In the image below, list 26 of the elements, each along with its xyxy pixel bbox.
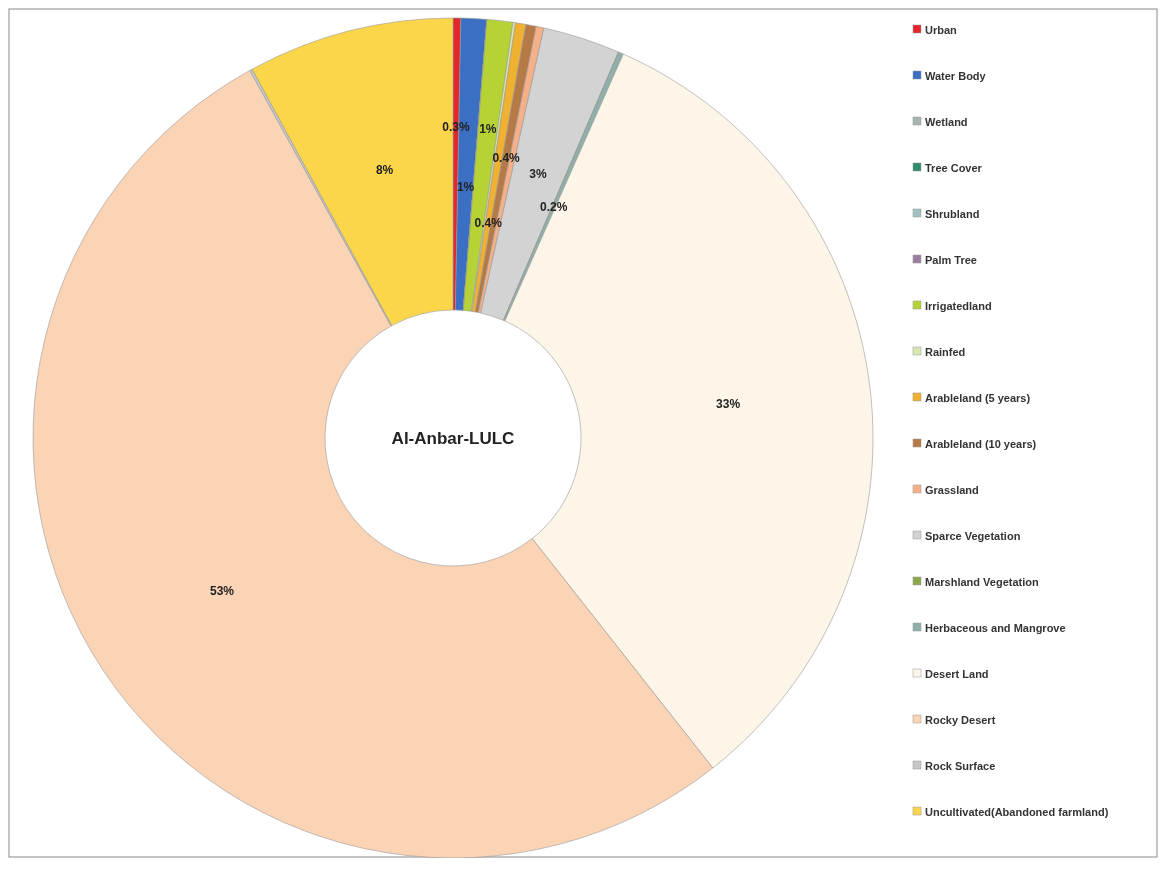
legend-label: Desert Land — [925, 667, 989, 680]
legend-label: Herbaceous and Mangrove — [925, 621, 1066, 634]
legend-label: Rocky Desert — [925, 713, 996, 726]
legend-label: Rock Surface — [925, 759, 996, 772]
legend-label: Urban — [925, 23, 958, 36]
legend-label: Marshland Vegetation — [925, 575, 1039, 588]
data-label: 33% — [716, 396, 741, 411]
data-label: 8% — [375, 162, 394, 177]
legend-label: Tree Cover — [925, 161, 983, 174]
legend-label: Wetland — [925, 115, 968, 128]
legend-label: Uncultivated(Abandoned farmland) — [925, 805, 1109, 818]
data-label: 0.4% — [492, 150, 521, 165]
legend-label: Sparce Vegetation — [925, 529, 1021, 542]
legend-label: Grassland — [925, 483, 979, 496]
data-label: 53% — [210, 584, 235, 599]
legend-label: Rainfed — [925, 345, 966, 358]
legend-label: Arableland (10 years) — [925, 437, 1037, 450]
legend-label: Irrigatedland — [925, 299, 992, 312]
data-label: 1% — [479, 122, 497, 137]
legend-label: Shrubland — [925, 207, 980, 220]
legend-label: Water Body — [925, 69, 987, 82]
data-label: 0.2% — [540, 200, 568, 215]
legend-label: Palm Tree — [925, 253, 977, 266]
data-label: 3% — [529, 167, 547, 182]
text: Al-Anbar-LULC — [391, 428, 515, 448]
legend-label: Arableland (5 years) — [925, 391, 1031, 404]
